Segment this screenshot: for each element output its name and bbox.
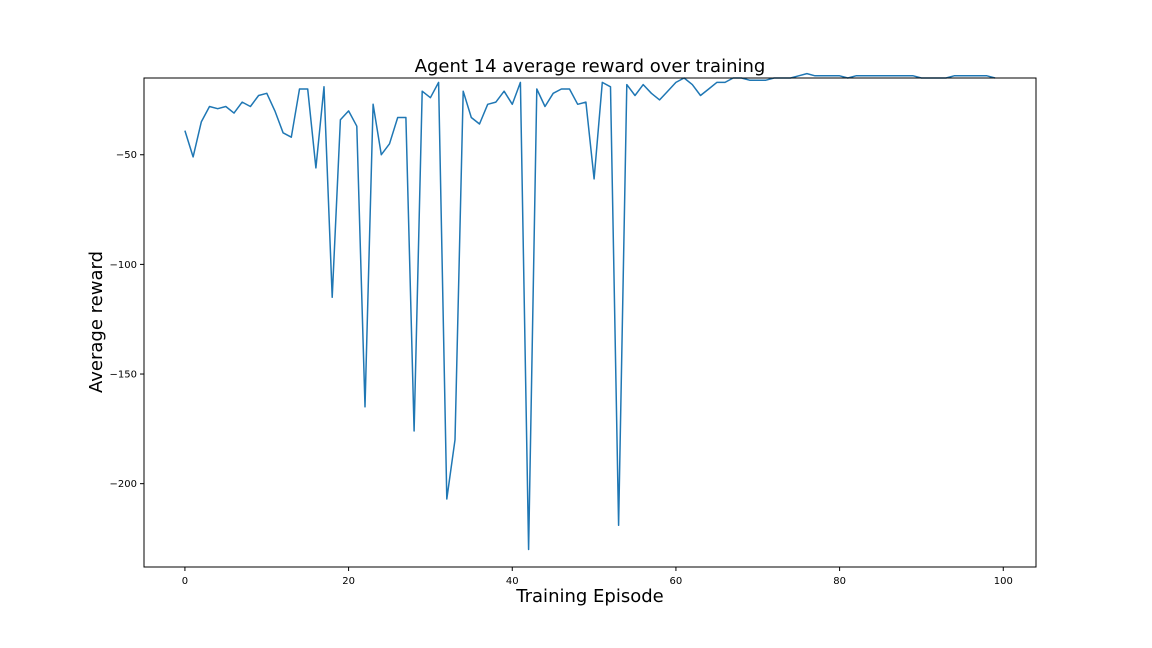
x-tick-label: 0 (182, 576, 188, 587)
x-tick-label: 40 (506, 576, 519, 587)
x-tick-label: 80 (833, 576, 846, 587)
y-axis-label: Average reward (86, 251, 107, 393)
plot-area-frame (143, 77, 1037, 568)
y-tick-label: −200 (110, 479, 137, 490)
x-tick-label: 100 (994, 576, 1013, 587)
chart-title: Agent 14 average reward over training (415, 56, 766, 77)
y-tick-label: −150 (110, 370, 137, 381)
series-line (184, 72, 996, 551)
x-axis-label: Training Episode (515, 586, 663, 607)
y-tick-label: −50 (116, 150, 137, 161)
x-tick-label: 60 (670, 576, 683, 587)
x-tick-label: 20 (342, 576, 355, 587)
y-tick-label: −100 (110, 260, 137, 271)
